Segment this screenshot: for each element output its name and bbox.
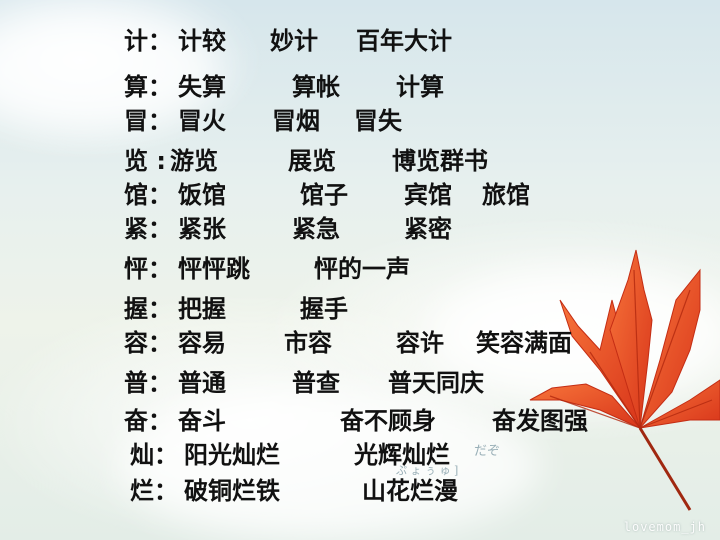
- row-word: 紧张: [178, 215, 226, 243]
- row-word: 紧急: [292, 215, 340, 243]
- row-word: 宾馆: [404, 181, 452, 209]
- row-word: 游览: [170, 147, 218, 175]
- row-word: 阳光灿烂: [184, 441, 280, 469]
- row-head: 计：: [124, 27, 172, 55]
- row-word: 妙计: [270, 27, 318, 55]
- row-word: 破铜烂铁: [184, 477, 280, 505]
- row-word: 展览: [288, 147, 336, 175]
- script-decoration-1: だぞ: [474, 444, 501, 459]
- row-head: 容：: [124, 329, 172, 357]
- row-head: 紧：: [124, 215, 172, 243]
- row-word: 饭馆: [178, 181, 226, 209]
- row-word: 奋不顾身: [340, 407, 436, 435]
- row-word: 计算: [396, 73, 444, 101]
- row-word: 旅馆: [482, 181, 530, 209]
- script-decoration-2: ぷ ょ ぅ ゅ ]: [396, 464, 459, 477]
- row-word: 普查: [292, 369, 340, 397]
- row-head: 怦：: [124, 255, 172, 283]
- row-word: 把握: [178, 295, 226, 323]
- row-word: 冒烟: [272, 107, 320, 135]
- row-word: 怦怦跳: [178, 255, 250, 283]
- row-head: 奋：: [124, 407, 172, 435]
- row-word: 容易: [178, 329, 226, 357]
- row-word: 奋发图强: [492, 407, 588, 435]
- row-word: 普通: [178, 369, 226, 397]
- row-word: 笑容满面: [476, 329, 572, 357]
- row-head: 览 :: [124, 147, 166, 175]
- row-word: 光辉灿烂: [354, 441, 450, 469]
- signature-watermark: lovemom_jh: [623, 520, 706, 534]
- row-head: 普：: [124, 369, 172, 397]
- row-word: 冒火: [178, 107, 226, 135]
- row-word: 握手: [300, 295, 348, 323]
- row-word: 算帐: [292, 73, 340, 101]
- row-word: 计较: [178, 27, 226, 55]
- row-word: 市容: [284, 329, 332, 357]
- row-word: 容许: [396, 329, 444, 357]
- row-word: 失算: [178, 73, 226, 101]
- cloud-left: [0, 10, 220, 130]
- row-head: 握：: [124, 295, 172, 323]
- row-word: 博览群书: [392, 147, 488, 175]
- row-head: 冒：: [124, 107, 172, 135]
- row-word: 怦的一声: [314, 255, 410, 283]
- row-head: 灿：: [130, 441, 178, 469]
- row-word: 冒失: [354, 107, 402, 135]
- row-word: 山花烂漫: [362, 477, 458, 505]
- row-head: 算：: [124, 73, 172, 101]
- row-head: 烂：: [130, 477, 178, 505]
- row-head: 馆：: [124, 181, 172, 209]
- row-word: 普天同庆: [388, 369, 484, 397]
- row-word: 馆子: [300, 181, 348, 209]
- row-word: 百年大计: [356, 27, 452, 55]
- cloud-bottom: [120, 390, 540, 540]
- row-word: 紧密: [404, 215, 452, 243]
- row-word: 奋斗: [178, 407, 226, 435]
